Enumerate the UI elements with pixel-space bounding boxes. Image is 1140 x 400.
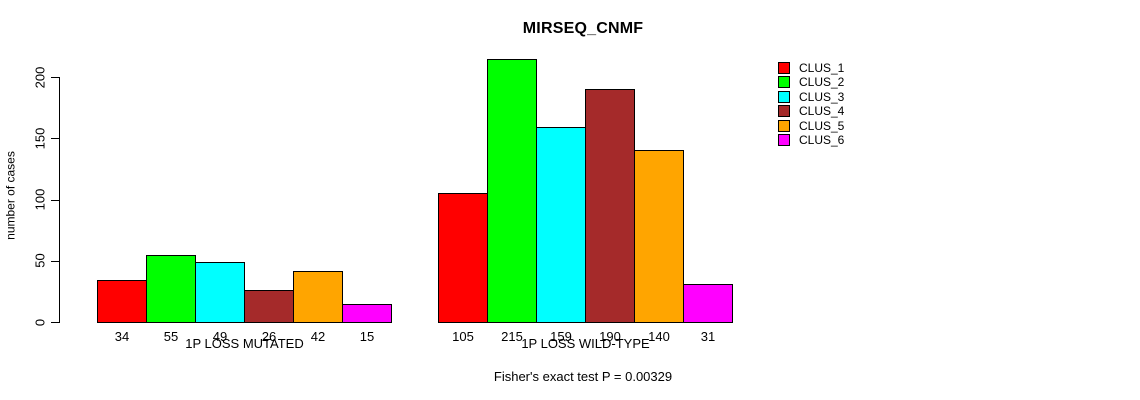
bar-clus_1-group1 [97,280,147,323]
y-axis-tick-label: 0 [32,318,48,326]
y-axis-tick [51,322,59,323]
bar-value-label: 140 [648,329,670,344]
x-axis-group-label: 1P LOSS MUTATED [185,336,304,351]
bar-value-label: 190 [599,329,621,344]
y-axis-tick [51,199,59,201]
bar-clus_6-group2 [683,284,733,323]
bar-clus_5-group1 [293,271,343,323]
legend-swatch-clus_3 [778,91,790,103]
footnote: Fisher's exact test P = 0.00329 [493,369,673,384]
y-axis-title: number of cases [3,151,18,240]
y-axis-line [59,77,60,323]
bar-clus_4-group2 [585,89,635,323]
legend-swatch-clus_4 [778,105,790,117]
bar-clus_2-group1 [146,255,196,323]
legend-label: CLUS_3 [799,90,845,104]
bar-clus_1-group2 [438,193,488,323]
bar-clus_3-group1 [195,262,245,323]
y-axis-tick-label: 150 [32,127,48,150]
bar-value-label: 55 [163,329,179,344]
legend-swatch-clus_2 [778,76,790,88]
bar-value-label: 159 [550,329,572,344]
chart-title: MIRSEQ_CNMF [522,20,644,37]
bar-value-label: 105 [452,329,474,344]
y-axis-tick-label: 100 [32,188,48,211]
legend-label: CLUS_4 [799,104,845,118]
bar-clus_2-group2 [487,59,537,323]
bar-value-label: 49 [212,329,228,344]
bar-clus_3-group2 [536,127,586,323]
bar-value-label: 26 [261,329,277,344]
y-axis-tick-label: 50 [32,253,48,268]
bar-clus_5-group2 [634,150,684,323]
legend-label: CLUS_1 [799,61,845,75]
bar-value-label: 34 [114,329,130,344]
legend-label: CLUS_2 [799,75,845,89]
bar-clus_6-group1 [342,304,392,323]
y-axis-tick [51,77,59,78]
legend-swatch-clus_5 [778,120,790,132]
bar-value-label: 15 [359,329,375,344]
bar-value-label: 215 [501,329,523,344]
y-axis-tick-label: 200 [32,66,48,88]
y-axis-tick [51,260,59,262]
bar-value-label: 31 [700,329,716,344]
legend-label: CLUS_5 [799,119,845,133]
legend-swatch-clus_1 [778,62,790,74]
legend-swatch-clus_6 [778,134,790,146]
legend-label: CLUS_6 [799,133,845,147]
bar-clus_4-group1 [244,290,294,323]
y-axis-tick [51,138,59,140]
bar-value-label: 42 [310,329,326,344]
x-axis-group-label: 1P LOSS WILD-TYPE [521,336,650,351]
